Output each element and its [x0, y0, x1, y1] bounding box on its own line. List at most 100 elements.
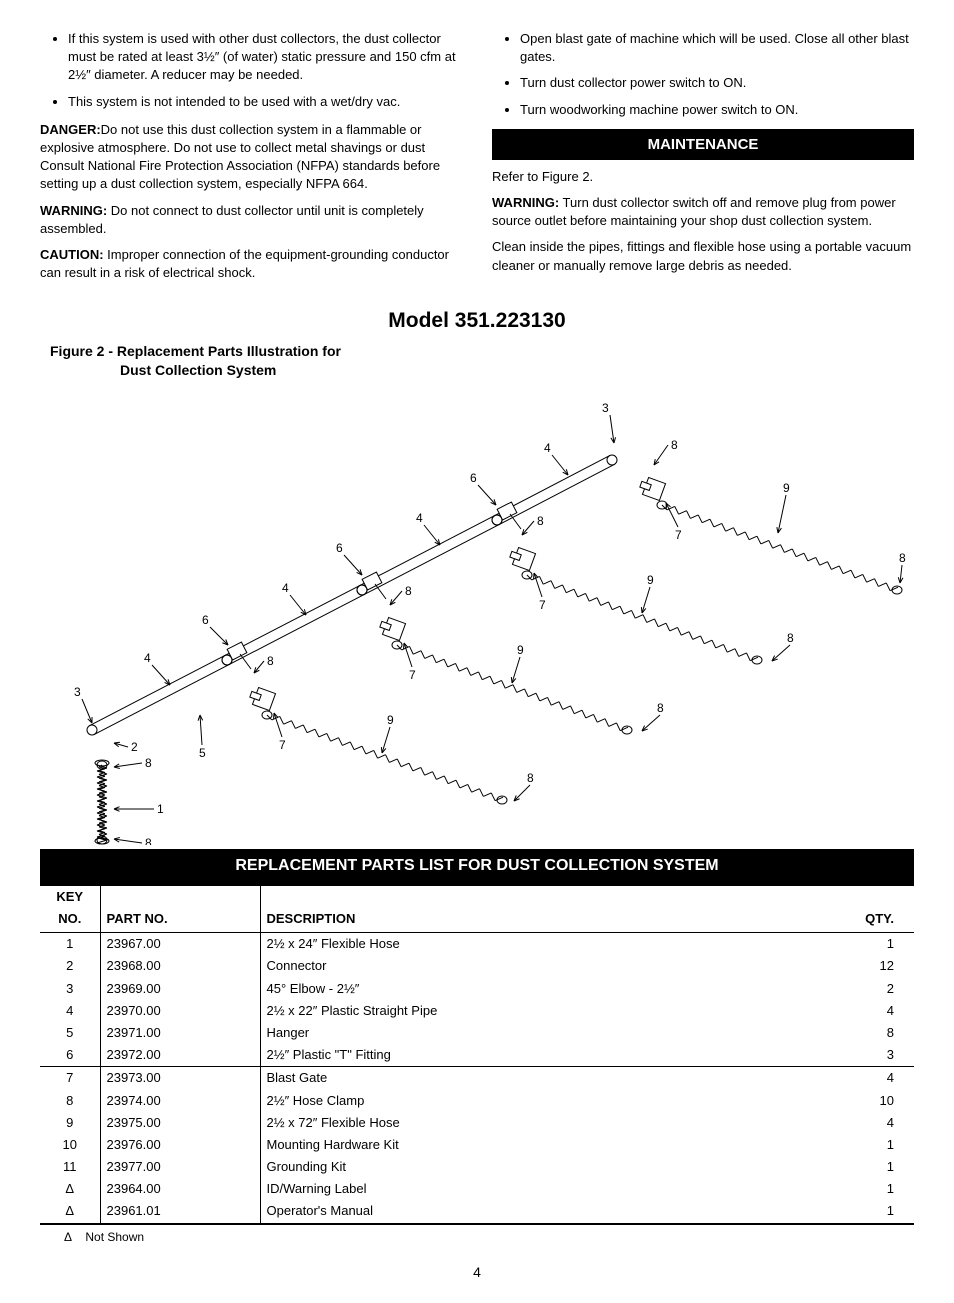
svg-text:8: 8: [145, 836, 152, 845]
svg-text:3: 3: [74, 685, 81, 699]
svg-text:9: 9: [647, 573, 654, 587]
cell-qty: 1: [763, 1156, 914, 1178]
cell-description: Mounting Hardware Kit: [260, 1134, 763, 1156]
right-bullet-list: Open blast gate of machine which will be…: [492, 30, 914, 119]
maint-warning-paragraph: WARNING: Turn dust collector switch off …: [492, 194, 914, 230]
svg-text:6: 6: [336, 541, 343, 555]
table-row: Δ23964.00ID/Warning Label1: [40, 1178, 914, 1200]
figure-caption-line2: Dust Collection System: [120, 362, 276, 378]
warning-label: WARNING:: [40, 203, 107, 218]
cell-description: ID/Warning Label: [260, 1178, 763, 1200]
svg-text:8: 8: [267, 654, 274, 668]
danger-text: Do not use this dust collection system i…: [40, 122, 440, 192]
right-bullet: Open blast gate of machine which will be…: [520, 30, 914, 66]
cell-qty: 1: [763, 1134, 914, 1156]
th-description: DESCRIPTION: [260, 908, 763, 933]
cell-partno: 23974.00: [100, 1090, 260, 1112]
th-key-2: NO.: [40, 908, 100, 933]
svg-text:4: 4: [282, 581, 289, 595]
cell-description: Grounding Kit: [260, 1156, 763, 1178]
figure-svg: 328185468798468798468798438798: [42, 385, 912, 845]
footnote-symbol: Δ: [64, 1230, 72, 1244]
cell-description: 45° Elbow - 2½″: [260, 978, 763, 1000]
left-column: If this system is used with other dust c…: [40, 30, 462, 290]
cell-partno: 23972.00: [100, 1044, 260, 1067]
cell-description: Blast Gate: [260, 1067, 763, 1090]
cell-description: 2½″ Plastic "T" Fitting: [260, 1044, 763, 1067]
cell-partno: 23964.00: [100, 1178, 260, 1200]
cell-description: Connector: [260, 955, 763, 977]
table-row: 623972.002½″ Plastic "T" Fitting3: [40, 1044, 914, 1067]
cell-partno: 23969.00: [100, 978, 260, 1000]
cell-partno: 23971.00: [100, 1022, 260, 1044]
model-title: Model 351.223130: [40, 306, 914, 335]
cell-key: 11: [40, 1156, 100, 1178]
cell-description: Hanger: [260, 1022, 763, 1044]
refer-text: Refer to Figure 2.: [492, 168, 914, 186]
cell-description: 2½″ Hose Clamp: [260, 1090, 763, 1112]
cell-key: 9: [40, 1112, 100, 1134]
cell-qty: 8: [763, 1022, 914, 1044]
cell-key: Δ: [40, 1178, 100, 1200]
left-bullet: If this system is used with other dust c…: [68, 30, 462, 85]
svg-text:7: 7: [675, 528, 682, 542]
svg-text:9: 9: [783, 481, 790, 495]
cell-qty: 1: [763, 1200, 914, 1223]
table-row: 1023976.00Mounting Hardware Kit1: [40, 1134, 914, 1156]
svg-text:8: 8: [657, 701, 664, 715]
svg-text:8: 8: [537, 514, 544, 528]
cell-partno: 23967.00: [100, 933, 260, 956]
parts-table: KEY NO. PART NO. DESCRIPTION QTY. 123967…: [40, 884, 914, 1225]
footnote-text: Not Shown: [85, 1230, 144, 1244]
cell-qty: 3: [763, 1044, 914, 1067]
table-footnote: Δ Not Shown: [64, 1229, 914, 1246]
right-bullet: Turn dust collector power switch to ON.: [520, 74, 914, 92]
cell-key: 2: [40, 955, 100, 977]
clean-text: Clean inside the pipes, fittings and fle…: [492, 238, 914, 274]
warning-paragraph: WARNING: Do not connect to dust collecto…: [40, 202, 462, 238]
cell-description: 2½ x 72″ Flexible Hose: [260, 1112, 763, 1134]
svg-text:6: 6: [202, 613, 209, 627]
cell-key: 4: [40, 1000, 100, 1022]
th-partno: PART NO.: [100, 908, 260, 933]
svg-text:7: 7: [539, 598, 546, 612]
svg-text:6: 6: [470, 471, 477, 485]
svg-text:4: 4: [144, 651, 151, 665]
cell-partno: 23973.00: [100, 1067, 260, 1090]
cell-key: 5: [40, 1022, 100, 1044]
table-row: 223968.00Connector12: [40, 955, 914, 977]
svg-text:7: 7: [279, 738, 286, 752]
cell-partno: 23975.00: [100, 1112, 260, 1134]
svg-text:8: 8: [671, 438, 678, 452]
right-column: Open blast gate of machine which will be…: [492, 30, 914, 290]
svg-text:4: 4: [544, 441, 551, 455]
right-bullet: Turn woodworking machine power switch to…: [520, 101, 914, 119]
caution-label: CAUTION:: [40, 247, 104, 262]
svg-text:4: 4: [416, 511, 423, 525]
danger-paragraph: DANGER:Do not use this dust collection s…: [40, 121, 462, 194]
cell-description: Operator's Manual: [260, 1200, 763, 1223]
table-row: 723973.00Blast Gate4: [40, 1067, 914, 1090]
cell-key: 1: [40, 933, 100, 956]
cell-partno: 23976.00: [100, 1134, 260, 1156]
cell-qty: 1: [763, 1178, 914, 1200]
svg-text:8: 8: [405, 584, 412, 598]
table-row: 1123977.00Grounding Kit1: [40, 1156, 914, 1178]
cell-partno: 23970.00: [100, 1000, 260, 1022]
th-key-1: KEY: [40, 885, 100, 908]
svg-text:8: 8: [145, 756, 152, 770]
danger-label: DANGER:: [40, 122, 101, 137]
table-row: 323969.0045° Elbow - 2½″2: [40, 978, 914, 1000]
cell-partno: 23968.00: [100, 955, 260, 977]
cell-description: 2½ x 24″ Flexible Hose: [260, 933, 763, 956]
svg-text:8: 8: [899, 551, 906, 565]
figure-caption: Figure 2 - Replacement Parts Illustratio…: [50, 342, 914, 380]
cell-qty: 10: [763, 1090, 914, 1112]
cell-key: 8: [40, 1090, 100, 1112]
caution-paragraph: CAUTION: Improper connection of the equi…: [40, 246, 462, 282]
cell-partno: 23977.00: [100, 1156, 260, 1178]
cell-key: Δ: [40, 1200, 100, 1223]
figure-caption-line1: Figure 2 - Replacement Parts Illustratio…: [50, 343, 341, 359]
maintenance-heading: MAINTENANCE: [492, 129, 914, 160]
svg-text:9: 9: [387, 713, 394, 727]
